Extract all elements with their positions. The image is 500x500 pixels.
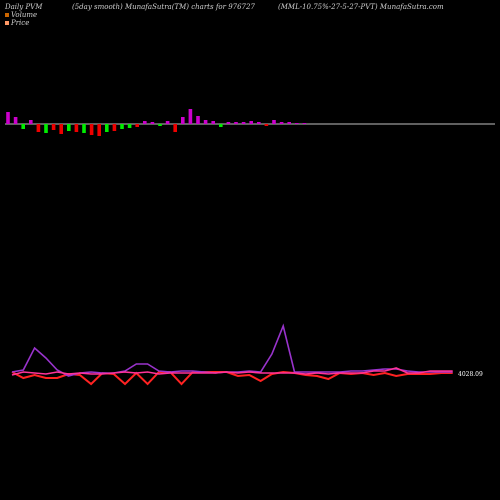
volume-bar — [67, 124, 71, 131]
volume-bar — [203, 120, 208, 124]
volume-bar — [257, 122, 261, 124]
volume-bar — [89, 124, 94, 135]
volume-bar — [241, 122, 246, 124]
volume-bar — [219, 124, 223, 127]
volume-bar — [143, 121, 147, 124]
volume-bar — [211, 121, 215, 124]
volume-bar — [165, 121, 170, 124]
volume-bar — [158, 124, 162, 126]
volume-bar — [105, 124, 109, 132]
volume-bar — [29, 120, 33, 124]
volume-bar — [120, 124, 124, 129]
legend-price-swatch — [5, 21, 9, 25]
volume-bar — [127, 124, 132, 128]
volume-bar — [150, 122, 155, 124]
legend-volume: Volume — [5, 11, 37, 19]
title-center-left: (5day smooth) MunafaSutra(TM) charts for… — [72, 3, 255, 11]
legend-price: Price — [5, 19, 29, 27]
price-line-purple — [11, 323, 453, 377]
volume-bar — [249, 121, 253, 124]
volume-bar — [287, 122, 291, 124]
volume-bar — [295, 123, 299, 124]
volume-bar — [59, 124, 63, 134]
volume-bar — [188, 109, 193, 124]
volume-bar — [13, 117, 18, 124]
volume-bar — [226, 122, 231, 124]
legend-price-label: Price — [11, 19, 30, 27]
volume-bar — [279, 122, 284, 124]
legend-volume-label: Volume — [11, 11, 38, 19]
volume-bar — [234, 122, 238, 124]
volume-bar — [181, 117, 185, 124]
volume-bar — [196, 116, 200, 124]
price-line-pink — [11, 367, 453, 376]
volume-bar — [51, 124, 56, 130]
volume-bar — [6, 112, 10, 124]
volume-bar — [97, 124, 101, 136]
volume-bar — [36, 124, 41, 132]
title-left: Daily PVM — [5, 3, 43, 11]
volume-bar — [44, 124, 48, 133]
volume-bar — [264, 124, 269, 126]
price-value-label: 4028.09 — [458, 371, 483, 378]
title-center-right: (MML-10.75%-27-5-27-PVT) MunafaSutra.com — [278, 3, 444, 11]
volume-bar — [135, 124, 139, 127]
volume-bar — [21, 124, 25, 129]
volume-bar — [82, 124, 86, 133]
volume-bar — [112, 124, 117, 131]
price-line-red — [11, 370, 453, 386]
volume-bar — [302, 123, 307, 124]
legend-volume-swatch — [5, 13, 9, 17]
volume-bar — [173, 124, 177, 132]
volume-bar — [272, 120, 276, 124]
volume-bar — [74, 124, 79, 132]
